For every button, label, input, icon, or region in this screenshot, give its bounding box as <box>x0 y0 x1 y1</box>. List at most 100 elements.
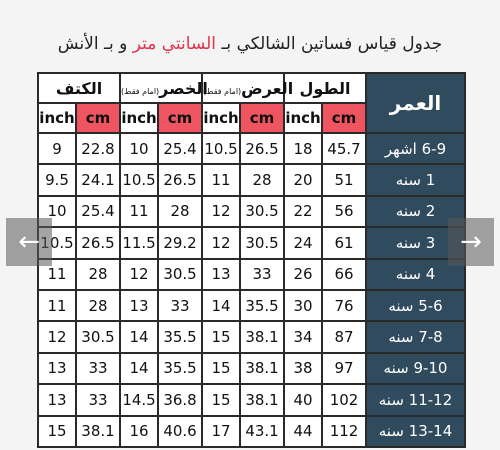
inch-cell: 26 <box>283 257 324 291</box>
group-label: العرض <box>241 78 294 98</box>
cm-cell: 30.5 <box>239 226 286 260</box>
age-cell: 7-8 سنه <box>365 320 467 354</box>
table-row: 10.5 26.5 11.5 29.2 12 30.5 24 61 3 سنه <box>37 226 467 260</box>
unit-row: inch cm inch cm inch cm inch cm <box>37 102 465 134</box>
inch-cell: 12 <box>201 194 242 229</box>
inch-cell: 11 <box>201 163 242 197</box>
age-header: العمر <box>365 72 467 134</box>
table-row: 13 33 14 35.5 15 38.1 38 97 9-10 سنه <box>37 351 467 386</box>
cm-cell: 22.8 <box>74 131 122 166</box>
cm-cell: 40.6 <box>157 414 204 449</box>
size-table: الكتف (امام فقط)الخصر (امام فقط)العرض ال… <box>36 72 467 449</box>
table-row: 15 38.1 16 40.6 17 43.1 44 112 13-14 سنه <box>37 414 467 449</box>
cm-cell: 102 <box>321 383 368 417</box>
inch-cell: 24 <box>283 226 324 260</box>
cm-cell: 66 <box>321 257 368 291</box>
inch-cell: 9 <box>37 131 77 166</box>
title-accent: السانتي متر <box>132 34 217 54</box>
cm-cell: 26.5 <box>157 163 204 197</box>
inch-cell: 22 <box>283 194 324 229</box>
cm-cell: 35.5 <box>239 288 286 323</box>
cm-cell: 26.5 <box>74 226 122 260</box>
cm-cell: 28 <box>74 257 122 291</box>
page-title: جدول قياس فساتين الشالكي بـ السانتي متر … <box>0 34 500 54</box>
inch-cell: 14 <box>119 320 160 354</box>
cm-cell: 26.5 <box>239 131 286 166</box>
inch-cell: 13 <box>201 257 242 291</box>
cm-cell: 28 <box>74 288 122 323</box>
group-label: الكتف <box>55 78 103 98</box>
cm-cell: 28 <box>157 194 204 229</box>
cm-cell: 30.5 <box>239 194 286 229</box>
inch-cell: 15 <box>201 383 242 417</box>
unit-inch-header: inch <box>119 102 160 134</box>
cm-cell: 38.1 <box>239 320 286 354</box>
cm-cell: 33 <box>74 351 122 386</box>
cm-cell: 45.7 <box>321 131 368 166</box>
inch-cell: 9.5 <box>37 163 77 197</box>
table-row: 13 33 14.5 36.8 15 38.1 40 102 11-12 سنه <box>37 383 467 417</box>
unit-cm-header: cm <box>239 102 286 134</box>
group-waist: (امام فقط)الخصر <box>119 72 208 104</box>
cm-cell: 38.1 <box>239 383 286 417</box>
cm-cell: 24.1 <box>74 163 122 197</box>
cm-cell: 33 <box>157 288 204 323</box>
inch-cell: 18 <box>283 131 324 166</box>
inch-cell: 14 <box>201 288 242 323</box>
inch-cell: 40 <box>283 383 324 417</box>
inch-cell: 38 <box>283 351 324 386</box>
cm-cell: 33 <box>239 257 286 291</box>
title-after: و بـ الأنش <box>57 34 133 54</box>
cm-cell: 25.4 <box>157 131 204 166</box>
inch-cell: 12 <box>37 320 77 354</box>
next-arrow-icon[interactable]: → <box>448 218 494 266</box>
inch-cell: 11.5 <box>119 226 160 260</box>
inch-cell: 11 <box>119 194 160 229</box>
inch-cell: 15 <box>201 351 242 386</box>
cm-cell: 33 <box>74 383 122 417</box>
cm-cell: 35.5 <box>157 320 204 354</box>
cm-cell: 97 <box>321 351 368 386</box>
cm-cell: 56 <box>321 194 368 229</box>
inch-cell: 14.5 <box>119 383 160 417</box>
age-cell: 1 سنه <box>365 163 467 197</box>
table-row: 11 28 12 30.5 13 33 26 66 4 سنه <box>37 257 467 291</box>
cm-cell: 36.8 <box>157 383 204 417</box>
inch-cell: 12 <box>201 226 242 260</box>
inch-cell: 16 <box>119 414 160 449</box>
group-note: (امام فقط) <box>121 86 160 96</box>
table-row: 12 30.5 14 35.5 15 38.1 34 87 7-8 سنه <box>37 320 467 354</box>
group-length: الطول <box>283 72 368 104</box>
cm-cell: 43.1 <box>239 414 286 449</box>
cm-cell: 28 <box>239 163 286 197</box>
age-cell: 6-9 اشهر <box>365 131 467 166</box>
inch-cell: 10 <box>37 194 77 229</box>
inch-cell: 34 <box>283 320 324 354</box>
inch-cell: 11 <box>37 288 77 323</box>
unit-cm-header: cm <box>74 102 122 134</box>
prev-arrow-icon[interactable]: ← <box>6 218 52 266</box>
inch-cell: 30 <box>283 288 324 323</box>
inch-cell: 14 <box>119 351 160 386</box>
inch-cell: 13 <box>37 383 77 417</box>
inch-cell: 10.5 <box>201 131 242 166</box>
age-cell: 9-10 سنه <box>365 351 467 386</box>
inch-cell: 13 <box>119 288 160 323</box>
title-before: جدول قياس فساتين الشالكي بـ <box>216 34 443 54</box>
inch-cell: 15 <box>37 414 77 449</box>
unit-inch-header: inch <box>283 102 324 134</box>
unit-inch-header: inch <box>37 102 77 134</box>
group-width: (امام فقط)العرض <box>201 72 293 104</box>
cm-cell: 87 <box>321 320 368 354</box>
cm-cell: 30.5 <box>157 257 204 291</box>
size-rows: 9 22.8 10 25.4 10.5 26.5 18 45.7 6-9 اشهر 9.5 24.1… <box>37 131 467 449</box>
cm-cell: 25.4 <box>74 194 122 229</box>
cm-cell: 76 <box>321 288 368 323</box>
inch-cell: 17 <box>201 414 242 449</box>
cm-cell: 38.1 <box>239 351 286 386</box>
unit-cm-header: cm <box>157 102 204 134</box>
unit-cm-header: cm <box>321 102 368 134</box>
cm-cell: 61 <box>321 226 368 260</box>
age-cell: 5-6 سنه <box>365 288 467 323</box>
